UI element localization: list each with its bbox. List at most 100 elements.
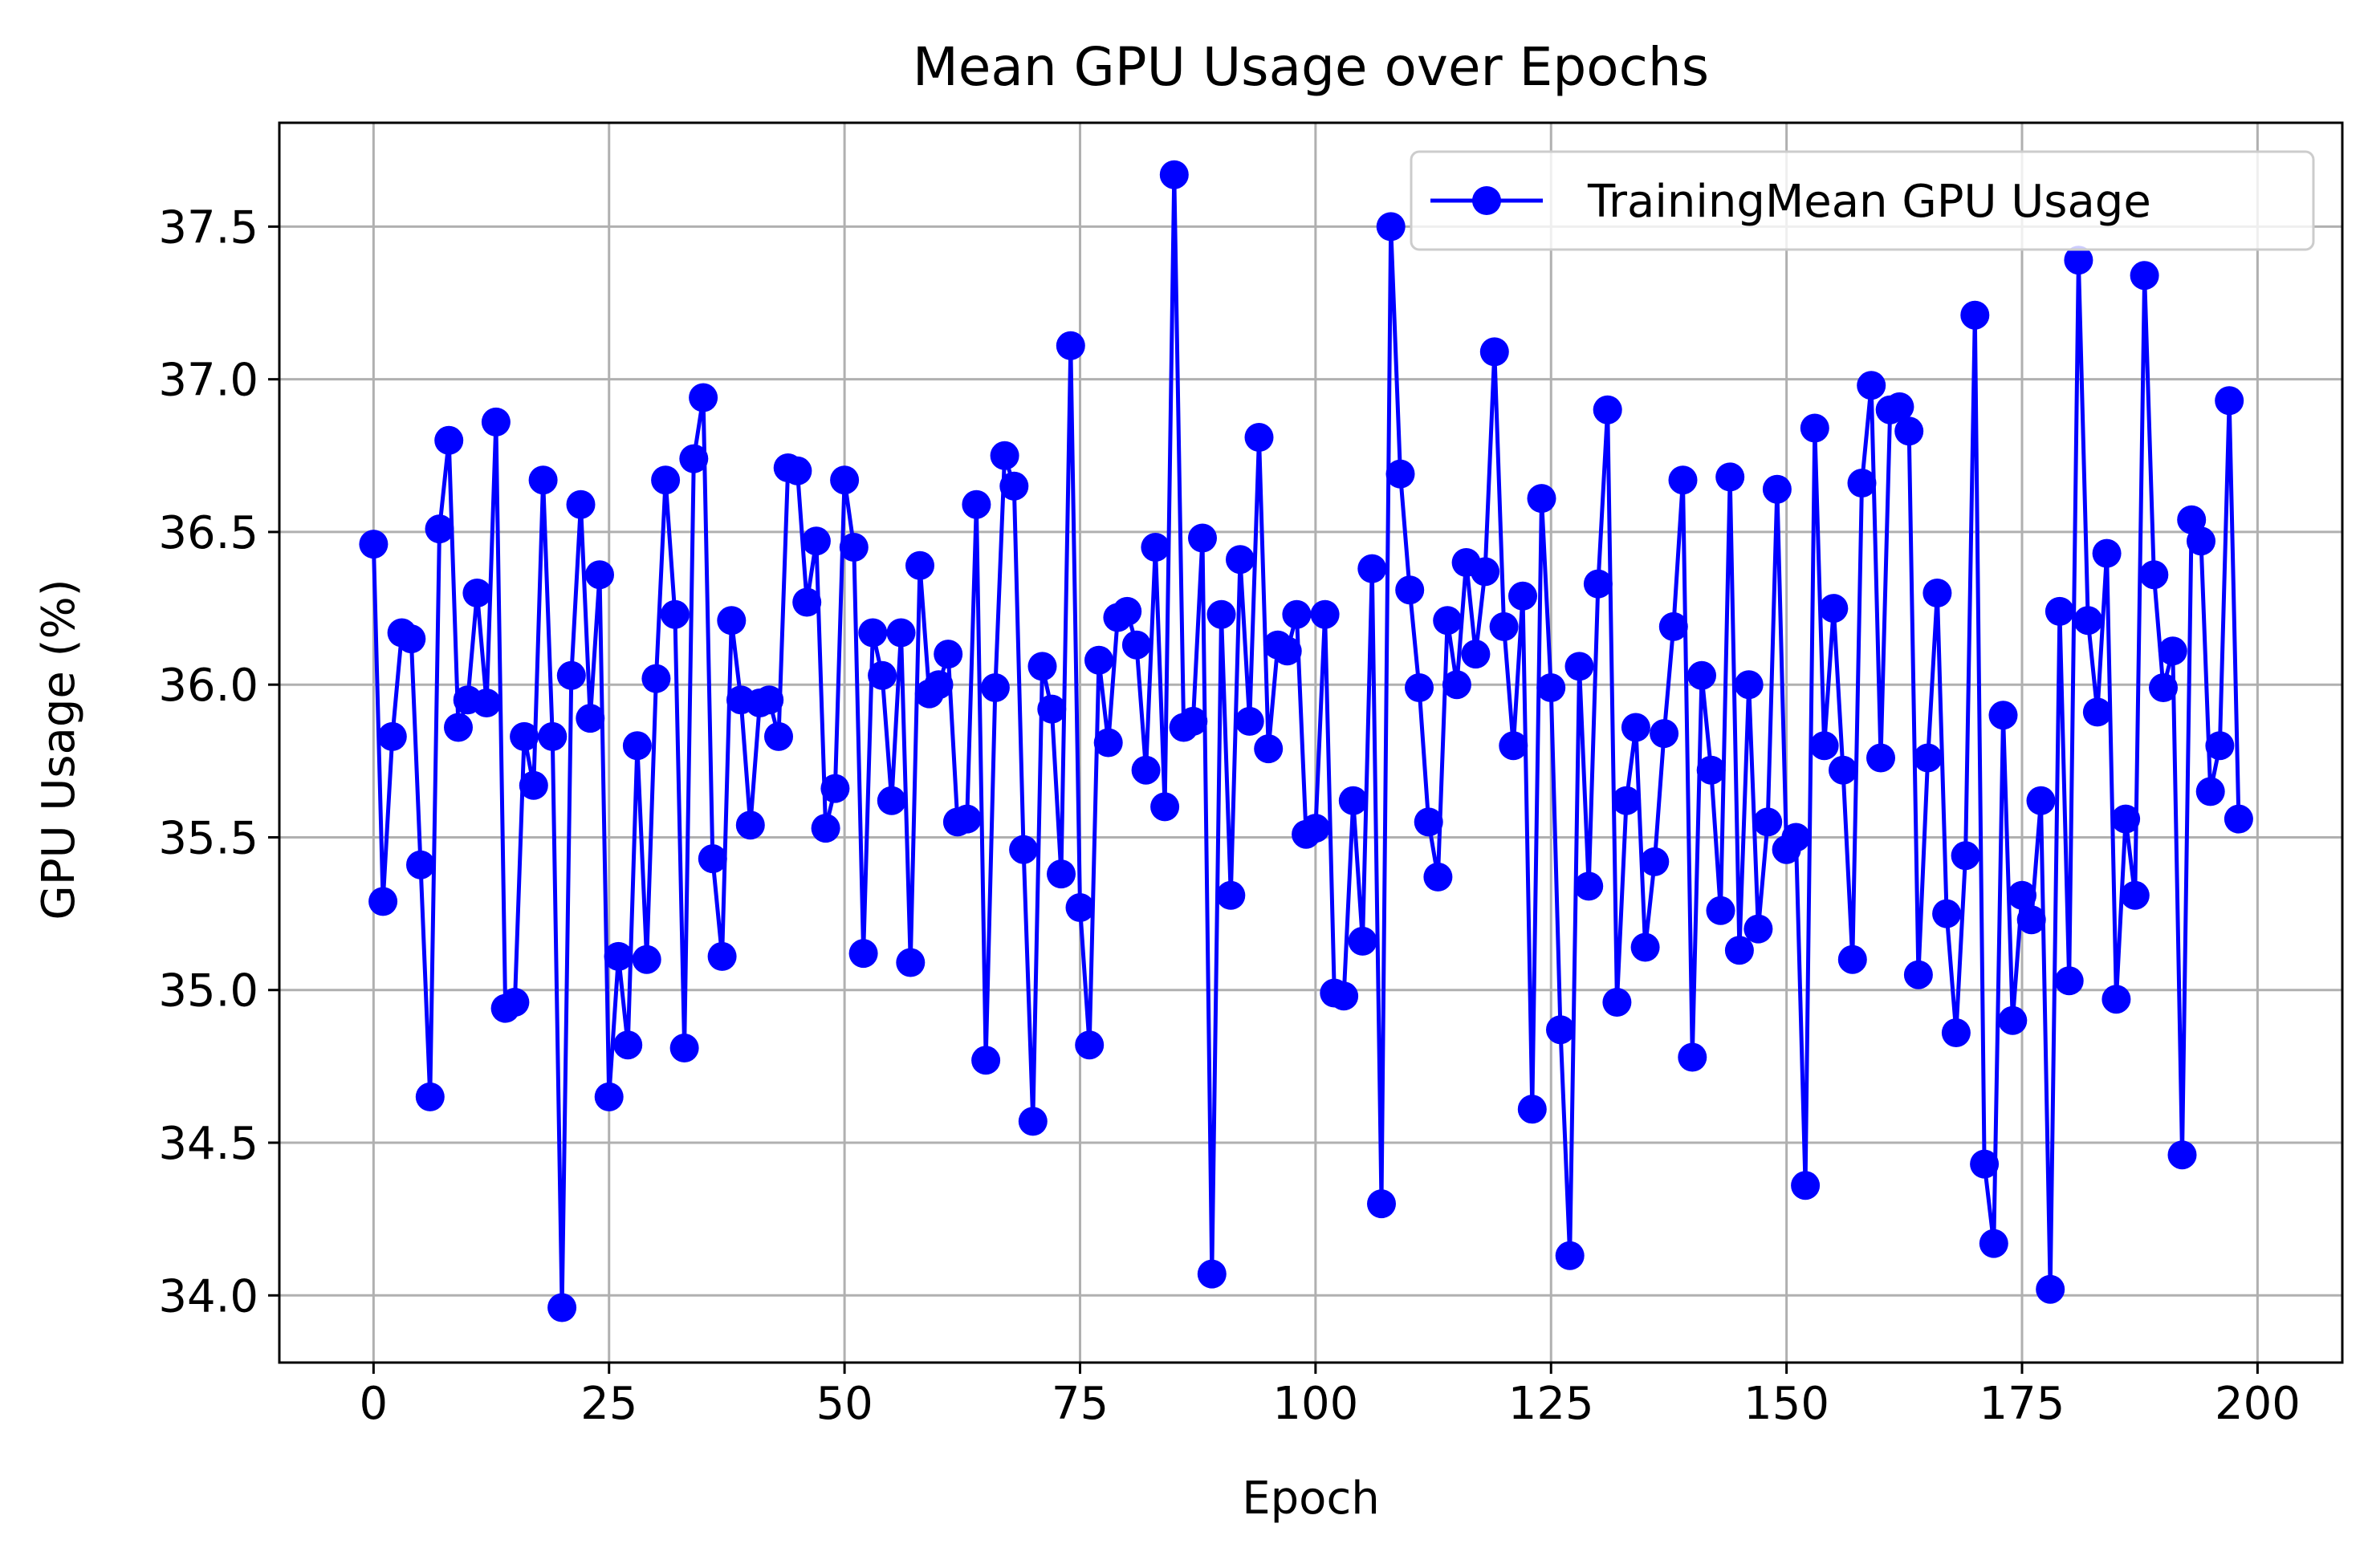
data-point [1442,670,1471,700]
data-point [651,465,681,495]
data-point [397,624,426,654]
data-point [1065,893,1095,922]
data-point [2120,880,2150,910]
data-point [1150,792,1180,822]
y-tick-label: 37.5 [158,201,258,254]
data-point [1791,1171,1821,1200]
data-point [1885,392,1914,421]
data-point [538,721,568,751]
x-tick-label: 175 [1979,1378,2065,1430]
data-point [735,810,765,840]
data-point [1706,896,1735,925]
data-point [1489,611,1519,641]
data-point [425,514,454,544]
x-tick-label: 125 [1508,1378,1594,1430]
data-point [566,489,596,519]
data-point [1602,988,1632,1017]
data-point [1687,660,1716,690]
data-point [896,948,926,977]
data-point [1640,847,1670,876]
data-point [1866,743,1895,773]
data-point [556,660,586,690]
data-point [500,988,530,1017]
data-point [1837,944,1867,974]
data-point [1809,731,1839,761]
data-point [858,618,888,648]
data-point [2149,673,2178,702]
data-point [1376,212,1406,242]
data-point [1471,557,1500,587]
data-point [1536,673,1566,702]
plot-area-frame [278,121,2344,1364]
data-point [820,774,850,803]
data-point [1338,786,1368,815]
data-point [1009,835,1039,864]
data-point [1762,474,1792,504]
data-point [1913,743,1943,773]
data-point [1357,554,1387,583]
data-point [1405,673,1434,702]
x-tick-label: 150 [1743,1378,1829,1430]
data-point [962,489,991,519]
data-point [1433,606,1463,636]
data-point [2064,246,2093,275]
data-point [1593,395,1622,424]
data-point [2167,1140,2197,1170]
y-tick-label: 35.0 [158,965,258,1018]
data-point [359,530,389,559]
data-point [1348,926,1377,956]
data-point [1056,331,1085,360]
data-point [576,704,605,733]
data-point [698,844,727,874]
y-tick-label: 36.0 [158,660,258,712]
data-point [2073,606,2103,636]
data-point [1197,1259,1227,1289]
data-point [1932,899,1962,928]
y-tick-label: 35.5 [158,812,258,864]
data-point [1650,719,1679,749]
data-point [2130,261,2159,290]
data-point [1188,523,1217,553]
data-point [2016,905,2046,935]
data-point [707,941,737,971]
data-point [2111,804,2141,834]
data-point [1621,713,1650,742]
data-point [999,471,1029,501]
data-point [1894,416,1924,446]
data-point [1800,413,1829,443]
data-point [604,941,633,971]
data-point [952,804,982,834]
data-point [1508,581,1537,611]
data-point [1178,706,1208,736]
data-series [359,160,2253,1322]
data-point [1235,706,1264,736]
data-point [1206,599,1236,629]
data-point [1282,599,1312,629]
data-point [1084,645,1113,675]
data-point [377,721,407,751]
data-point [2054,966,2084,996]
data-point [434,425,464,455]
data-point [1037,694,1067,724]
data-point [2008,880,2036,910]
data-point [839,533,869,562]
data-point [1658,611,1688,641]
data-point [1678,1042,1707,1072]
data-point [415,1082,445,1111]
data-point [472,689,502,717]
data-point [924,670,954,700]
data-point [547,1293,577,1322]
data-point [1743,914,1773,944]
data-point [1027,652,1057,681]
data-point [868,660,897,690]
x-tick-label: 100 [1272,1378,1358,1430]
data-point [2205,731,2235,761]
data-point [886,618,916,648]
y-tick-label: 34.0 [158,1270,258,1322]
data-point [1829,755,1857,785]
data-point [1941,1018,1971,1047]
data-point [462,579,492,607]
